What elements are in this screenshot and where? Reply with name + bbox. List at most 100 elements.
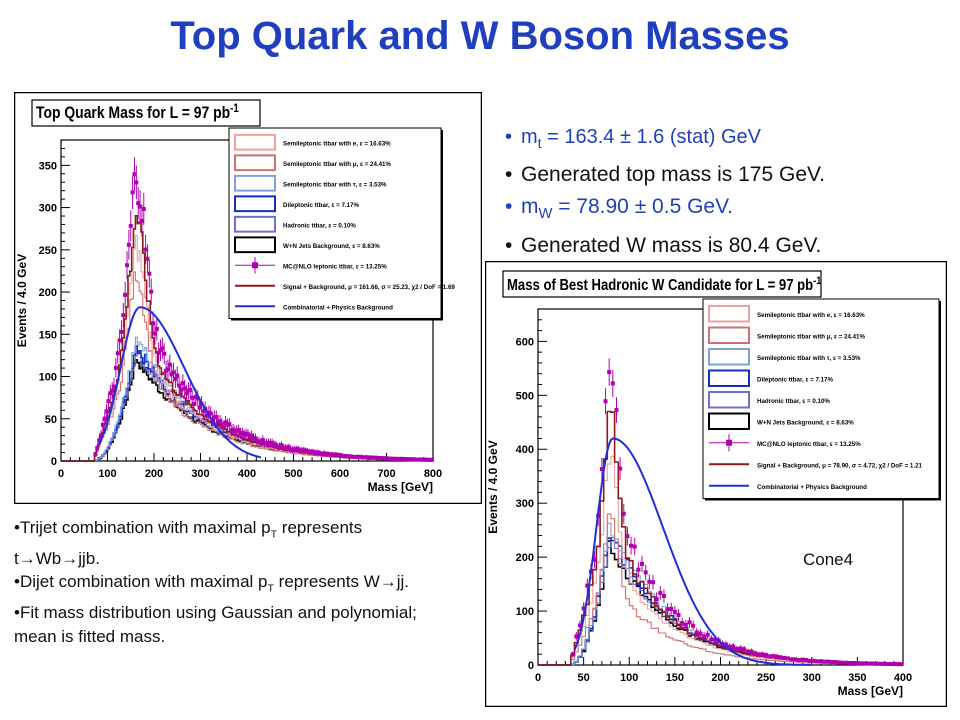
data-point (97, 438, 102, 443)
data-point (154, 326, 159, 331)
legend-label: Hadronic ttbar, ε = 0.10% (283, 222, 356, 229)
data-point (691, 623, 696, 628)
data-point (713, 637, 718, 642)
data-point (829, 659, 834, 664)
data-point (822, 659, 827, 664)
data-point (152, 331, 157, 336)
y-tick-label: 200 (39, 287, 57, 299)
data-point (873, 661, 878, 666)
data-point (778, 655, 783, 660)
legend-label: Signal + Background, μ = 78.90, σ = 4.72… (757, 462, 923, 469)
data-point (145, 256, 150, 261)
legend-label: Dileptonic ttbar, ε = 7.17% (283, 202, 360, 209)
data-point (177, 383, 182, 388)
data-point (113, 365, 118, 370)
data-point (734, 646, 739, 651)
data-point (249, 433, 254, 438)
y-tick-label: 50 (45, 414, 57, 426)
data-point (650, 580, 655, 585)
plot-title: Mass of Best Hadronic W Candidate for L … (507, 275, 822, 294)
data-point (221, 424, 226, 429)
data-point (104, 409, 109, 414)
data-point (669, 606, 674, 611)
data-point (764, 653, 769, 658)
y-tick-label: 100 (39, 372, 57, 384)
legend-swatch (708, 412, 750, 430)
x-tick-label: 250 (757, 672, 775, 684)
data-point (180, 381, 185, 386)
data-point (640, 561, 645, 566)
data-point (223, 420, 228, 425)
data-point (160, 346, 165, 351)
data-point (625, 534, 630, 539)
x-tick-label: 0 (58, 468, 64, 480)
data-point (136, 201, 141, 206)
data-point (698, 631, 703, 636)
data-point (121, 313, 126, 318)
x-tick-label: 200 (711, 672, 729, 684)
x-tick-label: 800 (424, 468, 442, 480)
data-point (128, 223, 133, 228)
data-point (672, 609, 677, 614)
plot-title: Top Quark Mass for L = 97 pb-1 (36, 102, 239, 122)
data-point (592, 557, 597, 562)
legend-label: Signal + Background, μ = 161.66, σ = 25.… (283, 284, 455, 291)
data-point (119, 329, 124, 334)
plot-title-superscript: -1 (813, 275, 821, 287)
y-tick-label: 150 (39, 329, 57, 341)
legend-label: Semileptonic ttbar with μ, ε = 24.41% (283, 161, 391, 168)
data-point (98, 433, 103, 438)
x-tick-label: 150 (666, 672, 684, 684)
data-point (694, 630, 699, 635)
data-point (208, 411, 213, 416)
data-point (134, 180, 139, 185)
data-point (175, 373, 180, 378)
data-point (862, 661, 867, 666)
data-point (117, 338, 122, 343)
data-point (855, 661, 860, 666)
x-tick-label: 0 (535, 672, 541, 684)
data-point (760, 652, 765, 657)
page-title: Top Quark and W Boson Masses (170, 14, 790, 58)
data-point (731, 644, 736, 649)
data-point (687, 620, 692, 625)
data-point (723, 642, 728, 647)
data-point (753, 651, 758, 656)
data-point (585, 583, 590, 588)
legend-label: MC@NLO leptonic ttbar, ε = 13.25% (757, 441, 861, 448)
data-point (796, 657, 801, 662)
data-point (110, 388, 115, 393)
data-point (676, 613, 681, 618)
data-point (833, 660, 838, 665)
data-point (793, 657, 798, 662)
data-point (245, 432, 250, 437)
legend-label: W+N Jets Background, ε = 8.63% (283, 243, 380, 250)
results-bullets: • mt = 163.4 ± 1.6 (stat) GeV • Generated … (505, 121, 945, 262)
data-point (647, 579, 652, 584)
data-point (178, 387, 183, 392)
x-tick-label: 100 (620, 672, 638, 684)
x-tick-label: 400 (238, 468, 256, 480)
data-point (888, 661, 893, 666)
data-point (138, 204, 143, 209)
data-point (756, 652, 761, 657)
data-point (156, 350, 161, 355)
data-point (577, 623, 582, 628)
w-mass-plot: Mass of Best Hadronic W Candidate for L … (484, 260, 948, 708)
data-point (258, 440, 263, 445)
legend-swatch (708, 326, 750, 344)
data-point (227, 422, 232, 427)
x-tick-label: 600 (331, 468, 349, 480)
data-point (818, 659, 823, 664)
data-point (727, 644, 732, 649)
data-point (636, 567, 641, 572)
data-point (151, 321, 156, 326)
data-point (884, 661, 889, 666)
data-point (141, 206, 146, 211)
data-point (171, 370, 176, 375)
legend-swatch (234, 154, 276, 172)
y-tick-label: 0 (51, 456, 57, 468)
data-point (665, 607, 670, 612)
data-point (643, 570, 648, 575)
y-tick-label: 600 (516, 336, 534, 348)
